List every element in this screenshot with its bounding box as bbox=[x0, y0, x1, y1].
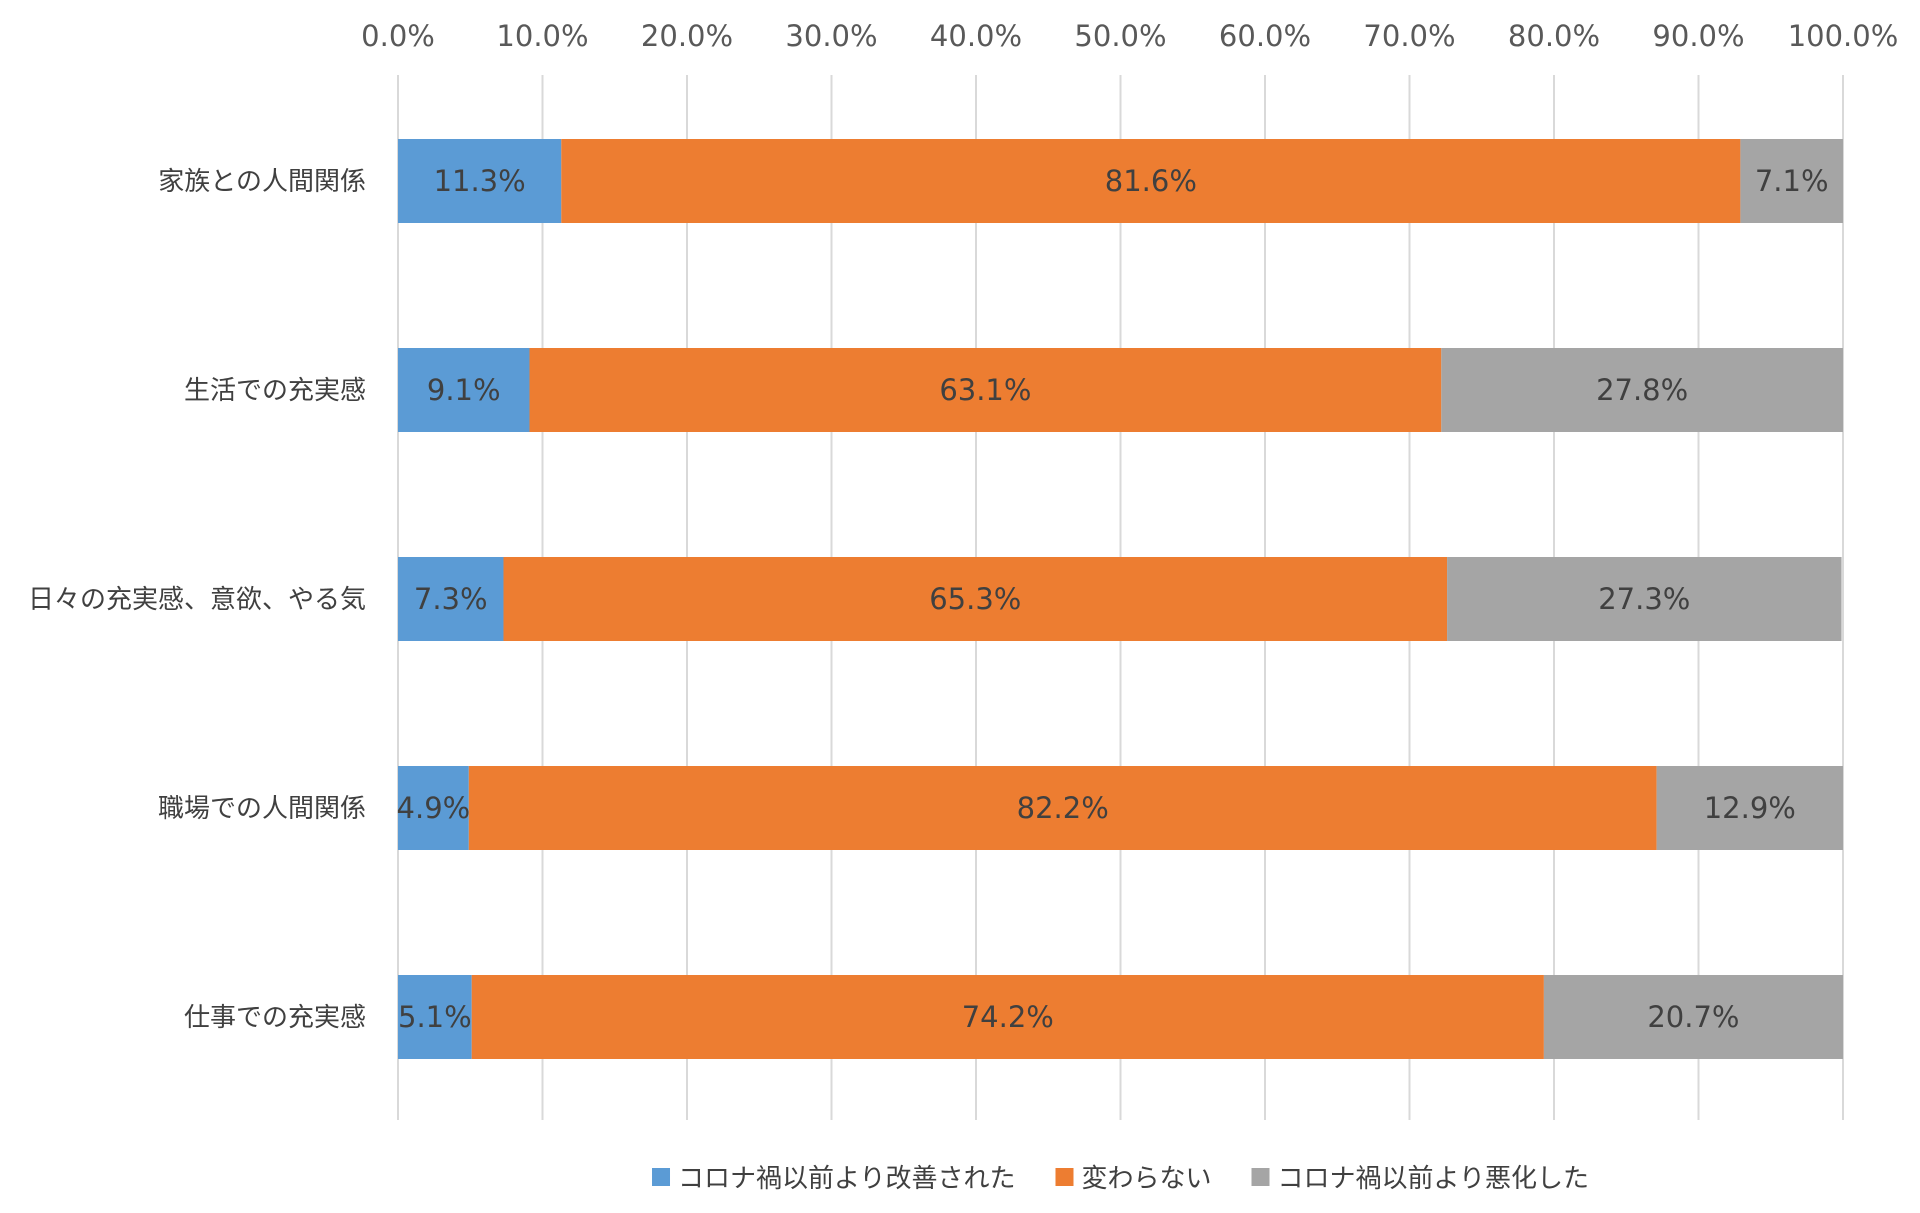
data-label: 63.1% bbox=[939, 373, 1031, 407]
category-label: 日々の充実感、意欲、やる気 bbox=[28, 585, 366, 615]
x-tick-label: 60.0% bbox=[1219, 19, 1311, 53]
data-label: 11.3% bbox=[434, 164, 526, 198]
legend-label: コロナ禍以前より改善された bbox=[678, 1164, 1015, 1194]
bar-segment bbox=[503, 557, 1448, 641]
legend-item: コロナ禍以前より改善された bbox=[652, 1164, 1015, 1194]
bar-segment bbox=[398, 139, 562, 223]
bar-segment bbox=[398, 557, 504, 641]
category-label: 生活での充実感 bbox=[184, 376, 366, 406]
category-axis: 家族との人間関係生活での充実感日々の充実感、意欲、やる気職場での人間関係仕事での… bbox=[28, 167, 366, 1033]
bar-segment bbox=[529, 348, 1442, 432]
bar-segment bbox=[398, 975, 472, 1059]
data-label: 65.3% bbox=[929, 582, 1021, 616]
legend-swatch bbox=[652, 1168, 671, 1186]
bar-segment bbox=[1656, 766, 1843, 850]
bar-segment bbox=[561, 139, 1741, 223]
data-labels: 11.3% 81.6% 7.1% 9.1% 63.1% 27.8% 7.3% 65.3% 27.… bbox=[397, 164, 1829, 1034]
x-tick-label: 100.0% bbox=[1788, 19, 1899, 53]
data-label: 7.3% bbox=[414, 582, 488, 616]
legend-swatch bbox=[1251, 1168, 1270, 1186]
x-tick-label: 50.0% bbox=[1074, 19, 1166, 53]
bar-segment bbox=[1543, 975, 1843, 1059]
x-tick-label: 70.0% bbox=[1363, 19, 1455, 53]
bar-segment bbox=[398, 766, 469, 850]
bar-segment bbox=[468, 766, 1657, 850]
bar-segment bbox=[1441, 348, 1843, 432]
legend-label: 変わらない bbox=[1081, 1164, 1211, 1194]
data-label: 5.1% bbox=[398, 1000, 472, 1034]
legend: コロナ禍以前より改善された 変わらない コロナ禍以前より悪化した bbox=[652, 1164, 1589, 1194]
x-tick-label: 30.0% bbox=[785, 19, 877, 53]
legend-item: 変わらない bbox=[1055, 1164, 1212, 1194]
bar-segment bbox=[398, 348, 530, 432]
bar-segment bbox=[471, 975, 1544, 1059]
data-label: 4.9% bbox=[397, 791, 471, 825]
bars bbox=[398, 139, 1843, 1059]
category-label: 家族との人間関係 bbox=[158, 167, 366, 197]
data-label: 27.3% bbox=[1598, 582, 1690, 616]
category-label: 職場での人間関係 bbox=[158, 794, 366, 824]
legend-swatch bbox=[1055, 1168, 1074, 1186]
bar-segment bbox=[1447, 557, 1842, 641]
x-axis-ticks: 0.0% 10.0% 20.0% 30.0% 40.0% 50.0% 60.0% 70.0% 8… bbox=[361, 19, 1898, 53]
data-label: 7.1% bbox=[1755, 164, 1829, 198]
data-label: 82.2% bbox=[1017, 791, 1109, 825]
x-tick-label: 20.0% bbox=[641, 19, 733, 53]
data-label: 20.7% bbox=[1647, 1000, 1739, 1034]
data-label: 9.1% bbox=[427, 373, 501, 407]
data-label: 27.8% bbox=[1596, 373, 1688, 407]
data-label: 12.9% bbox=[1704, 791, 1796, 825]
x-tick-label: 90.0% bbox=[1652, 19, 1744, 53]
x-tick-label: 0.0% bbox=[361, 19, 435, 53]
x-tick-label: 80.0% bbox=[1508, 19, 1600, 53]
bar-segment bbox=[1740, 139, 1843, 223]
legend-label: コロナ禍以前より悪化した bbox=[1278, 1164, 1589, 1194]
category-label: 仕事での充実感 bbox=[184, 1003, 366, 1033]
data-label: 74.2% bbox=[962, 1000, 1054, 1034]
data-label: 81.6% bbox=[1105, 164, 1197, 198]
legend-item: コロナ禍以前より悪化した bbox=[1251, 1164, 1589, 1194]
x-tick-label: 40.0% bbox=[930, 19, 1022, 53]
x-tick-label: 10.0% bbox=[496, 19, 588, 53]
